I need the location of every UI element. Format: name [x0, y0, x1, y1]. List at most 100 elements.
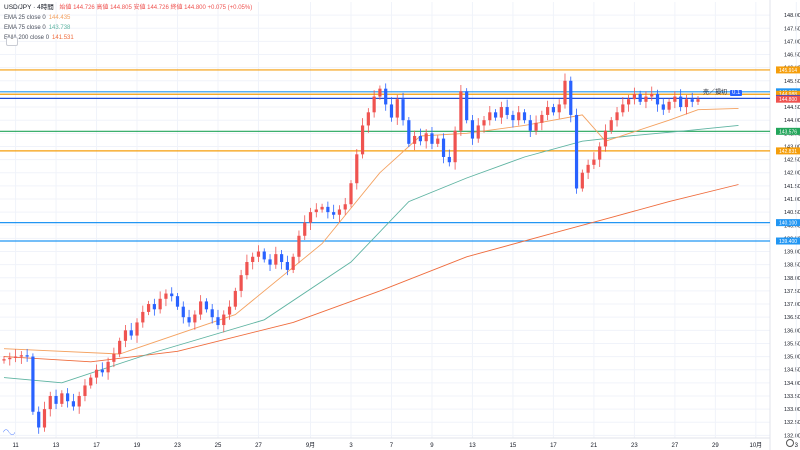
candle-body: [459, 91, 463, 131]
candle-body: [395, 99, 399, 118]
x-tick-label: 27: [672, 443, 679, 449]
candle-body: [199, 301, 203, 315]
ohlc-values: 始値 144.726 高値 144.805 安値 144.726 終値 144.…: [59, 5, 253, 11]
candle-body: [13, 356, 18, 358]
candle-body: [268, 259, 272, 265]
candle-body: [436, 138, 440, 144]
price-level-tag: [776, 127, 800, 135]
y-tick-label: 145.500: [784, 79, 800, 85]
y-tick-label: 136.000: [784, 328, 800, 334]
candle-body: [141, 311, 145, 323]
candle-body: [546, 107, 550, 115]
candle-body: [476, 125, 480, 139]
candle-body: [684, 99, 689, 108]
candle-body: [632, 93, 636, 100]
candle-body: [343, 204, 347, 210]
candle-body: [355, 154, 359, 184]
symbol-title[interactable]: USD/JPY · 4時間: [4, 4, 54, 11]
y-tick-label: 141.000: [784, 197, 800, 203]
candle-body: [540, 114, 544, 123]
candle-body: [690, 99, 694, 102]
candle-body: [667, 101, 671, 110]
x-tick-label: 7: [390, 443, 394, 449]
candle-body: [551, 107, 556, 113]
order-tooltip-label: 売／損切: [703, 90, 728, 96]
indicator-ema75[interactable]: EMA 75 close 0 143.738: [4, 25, 71, 31]
ema75-line: [3, 124, 739, 384]
order-tooltip[interactable]: 売／損切 0.1: [703, 87, 743, 96]
y-tick-label: 139.000: [784, 250, 800, 256]
candle-body: [661, 104, 665, 110]
candle-body: [77, 395, 81, 407]
candle-body: [441, 138, 446, 157]
candle-body: [280, 254, 284, 263]
y-tick-label: 148.000: [784, 13, 800, 19]
last-price-label: 144.800: [779, 97, 797, 103]
candle-body: [245, 262, 249, 276]
candle-body: [603, 130, 608, 147]
candle-body: [181, 306, 185, 318]
indicator-ema200[interactable]: EMA 200 close 0 141.531: [4, 35, 74, 41]
collapse-legend-button[interactable]: ⌃: [6, 37, 18, 46]
candle-body: [679, 96, 683, 108]
candle-body: [314, 209, 318, 213]
x-tick-label: 23: [174, 443, 181, 449]
x-tick-label: 29: [712, 443, 719, 449]
candle-body: [118, 340, 122, 354]
y-tick-label: 132.000: [784, 433, 800, 439]
candle-body: [297, 235, 301, 257]
candle-body: [696, 99, 700, 102]
candle-body: [83, 385, 87, 396]
candle-body: [60, 393, 64, 404]
x-tick-label: 9月: [306, 442, 315, 449]
candle-body: [227, 306, 232, 315]
candle-body: [482, 120, 486, 126]
candle-body: [586, 164, 590, 173]
y-tick-label: 138.000: [784, 276, 800, 282]
candle-body: [89, 377, 93, 386]
y-tick-label: 132.500: [784, 420, 800, 426]
candle-body: [465, 91, 469, 121]
x-tick-label: 13: [469, 443, 476, 449]
candle-body: [522, 112, 527, 121]
candle-body: [580, 172, 584, 189]
candle-body: [42, 409, 47, 428]
y-tick-label: 133.000: [784, 407, 800, 413]
candle-body: [210, 309, 214, 318]
candle-body: [170, 293, 174, 297]
x-tick-label: 11: [12, 443, 19, 449]
candle-body: [164, 293, 168, 299]
wave-icon[interactable]: ◠◡: [3, 429, 16, 436]
y-tick-label: 146.500: [784, 53, 800, 59]
ema25-line: [3, 107, 739, 355]
x-tick-label: 25: [215, 443, 222, 449]
y-tick-label: 134.000: [784, 381, 800, 387]
y-tick-label: 140.500: [784, 210, 800, 216]
candle-body: [378, 88, 382, 97]
candle-body: [193, 314, 197, 323]
candle-body: [158, 298, 162, 310]
candle-body: [499, 107, 503, 118]
candle-body: [505, 107, 509, 115]
settings-gear-icon[interactable]: [786, 439, 794, 447]
candle-body: [447, 156, 451, 163]
y-tick-label: 137.000: [784, 302, 800, 308]
price-level-tag: [776, 90, 800, 98]
indicator-ema25[interactable]: EMA 25 close 0 144.435: [4, 15, 71, 21]
y-tick-label: 144.500: [784, 105, 800, 111]
candle-body: [569, 80, 573, 115]
candle-body: [430, 133, 434, 144]
candle-body: [470, 120, 475, 139]
candle-body: [493, 112, 498, 118]
y-tick-label: 133.500: [784, 394, 800, 400]
x-tick-label: 19: [134, 443, 141, 449]
candle-body: [488, 112, 492, 121]
candle-body: [574, 114, 579, 189]
candle-body: [592, 159, 596, 165]
candle-body: [48, 395, 52, 410]
candle-body: [349, 183, 353, 205]
x-tick-label: 17: [550, 443, 557, 449]
candle-body: [418, 135, 422, 142]
x-tick-label: 17: [93, 443, 100, 449]
